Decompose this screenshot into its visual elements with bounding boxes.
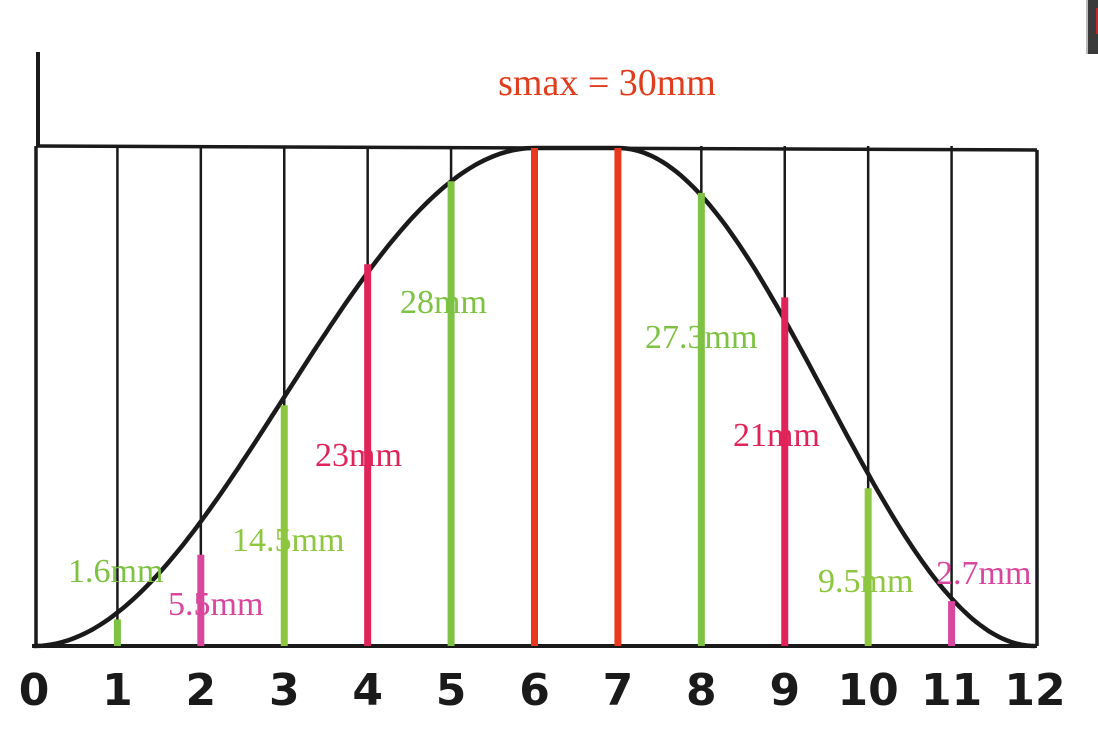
x-tick-12: 12 — [1004, 665, 1065, 716]
x-tick-labels: 0 1 2 3 4 5 6 7 8 9 10 11 12 — [19, 665, 1066, 716]
bar-label-x5: 28mm — [400, 284, 487, 321]
bar-label-x11: 2.7mm — [936, 555, 1031, 592]
bar-label-x3: 14.5mm — [232, 522, 344, 559]
x-tick-7: 7 — [603, 665, 634, 716]
x-tick-3: 3 — [269, 665, 300, 716]
x-tick-2: 2 — [186, 665, 217, 716]
chart-title: smax = 30mm — [498, 62, 716, 104]
corner-icon — [1096, 8, 1098, 34]
x-tick-5: 5 — [436, 665, 467, 716]
x-tick-0: 0 — [19, 665, 50, 716]
x-tick-10: 10 — [838, 665, 899, 716]
bar-label-x2: 5.5mm — [168, 586, 263, 623]
bar-label-x10: 9.5mm — [818, 563, 913, 600]
x-tick-4: 4 — [352, 665, 383, 716]
bar-label-x9: 21mm — [733, 417, 820, 454]
x-tick-9: 9 — [769, 665, 800, 716]
x-tick-11: 11 — [921, 665, 982, 716]
bar-label-x1: 1.6mm — [68, 553, 163, 590]
x-tick-8: 8 — [686, 665, 717, 716]
window-corner-widget — [1086, 0, 1098, 54]
x-tick-1: 1 — [102, 665, 133, 716]
x-tick-6: 6 — [519, 665, 550, 716]
bar-label-x4: 23mm — [315, 437, 402, 474]
value-bars — [113, 148, 956, 646]
bar-label-x8: 27.3mm — [645, 319, 757, 356]
